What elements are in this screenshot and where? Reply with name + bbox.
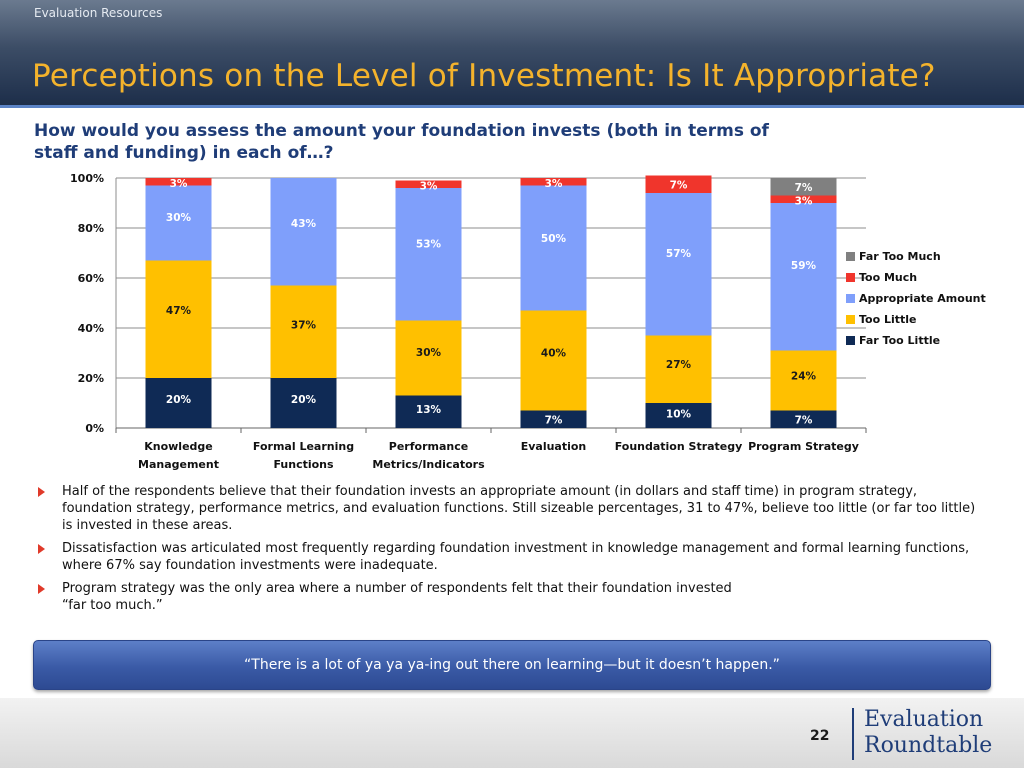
data-label: 3%	[170, 178, 188, 190]
x-tick-label: Formal Learning	[253, 440, 354, 453]
data-label: 10%	[666, 409, 692, 421]
data-label: 24%	[791, 371, 817, 383]
bar-segment	[270, 378, 337, 428]
data-label: 3%	[795, 196, 813, 208]
bullet-text: Dissatisfaction was articulated most fre…	[62, 541, 970, 573]
data-label: 59%	[791, 260, 817, 272]
y-tick-label: 40%	[78, 322, 104, 335]
bar-segment	[395, 320, 462, 396]
data-label: 40%	[541, 348, 567, 360]
x-tick-label: Evaluation	[521, 440, 587, 453]
bullet-text: Program strategy was the only area where…	[62, 581, 732, 613]
legend-label: Too Little	[859, 313, 917, 326]
survey-question: How would you assess the amount your fou…	[34, 121, 769, 163]
header-bar: Evaluation Resources Perceptions on the …	[0, 0, 1024, 108]
bar-segment	[145, 185, 212, 261]
x-tick-label: Knowledge	[144, 440, 213, 453]
y-tick-label: 80%	[78, 222, 104, 235]
bar-segment	[770, 350, 837, 411]
footer: 22 Evaluation Roundtable	[0, 698, 1024, 768]
bullet-list: Half of the respondents believe that the…	[38, 483, 978, 620]
data-label: 7%	[670, 179, 688, 191]
data-label: 30%	[166, 212, 192, 224]
data-label: 20%	[166, 394, 192, 406]
x-tick-label: Functions	[273, 458, 334, 471]
legend-swatch	[846, 273, 855, 282]
legend-label: Appropriate Amount	[859, 292, 986, 305]
data-label: 37%	[291, 319, 317, 331]
data-label: 57%	[666, 248, 692, 260]
logo-divider	[852, 708, 854, 760]
page-number: 22	[810, 728, 830, 744]
data-label: 7%	[545, 414, 563, 426]
bar-segment	[395, 180, 462, 188]
bar-segment	[270, 285, 337, 378]
legend-label: Far Too Much	[859, 250, 941, 263]
bullet-arrow-icon	[38, 487, 45, 497]
logo-text-line1: Evaluation	[864, 707, 984, 732]
legend-swatch	[846, 336, 855, 345]
bullet-item: Program strategy was the only area where…	[38, 580, 978, 614]
data-label: 7%	[795, 414, 813, 426]
data-label: 53%	[416, 239, 442, 251]
bar-segment	[145, 378, 212, 428]
data-label: 27%	[666, 359, 692, 371]
bar-segment	[770, 195, 837, 203]
data-label: 3%	[420, 181, 438, 193]
bullet-text: Half of the respondents believe that the…	[62, 484, 976, 533]
y-tick-label: 0%	[85, 422, 104, 435]
y-tick-label: 20%	[78, 372, 104, 385]
section-label: Evaluation Resources	[34, 6, 163, 20]
stacked-bar-chart: 0% 20% 40% 60% 80% 100% 20% 47% 30% 3% Knowledge Ma…	[70, 172, 986, 471]
legend-label: Too Much	[859, 271, 917, 284]
x-tick-label: Program Strategy	[748, 440, 859, 453]
y-tick-label: 60%	[78, 272, 104, 285]
bar-segment	[395, 395, 462, 428]
bar-segment	[645, 403, 712, 428]
bar-segment	[770, 203, 837, 351]
x-tick-label: Performance	[389, 440, 468, 453]
bar-segment	[270, 178, 337, 286]
bar-segment	[145, 178, 212, 186]
data-label: 13%	[416, 404, 442, 416]
bar-segment	[520, 410, 587, 428]
bullet-item: Dissatisfaction was articulated most fre…	[38, 540, 978, 574]
data-label: 3%	[545, 178, 563, 190]
legend-swatch	[846, 315, 855, 324]
bullet-arrow-icon	[38, 544, 45, 554]
y-tick-label: 100%	[70, 172, 104, 185]
bar-segment	[520, 178, 587, 186]
legend-label: Far Too Little	[859, 334, 940, 347]
bar-segment	[645, 175, 712, 193]
bullet-item: Half of the respondents believe that the…	[38, 483, 978, 534]
bar-segment	[645, 335, 712, 403]
quote-banner: “There is a lot of ya ya ya-ing out ther…	[33, 640, 991, 690]
data-label: 20%	[291, 394, 317, 406]
data-label: 7%	[795, 182, 813, 194]
logo-text-line2: Roundtable	[864, 733, 993, 758]
x-tick-label: Foundation Strategy	[615, 440, 743, 453]
x-tick-label: Metrics/Indicators	[372, 458, 485, 471]
data-label: 43%	[291, 218, 317, 230]
quote-text: “There is a lot of ya ya ya-ing out ther…	[244, 657, 780, 673]
data-label: 50%	[541, 233, 567, 245]
slide-title: Perceptions on the Level of Investment: …	[32, 58, 936, 94]
bar-segment	[520, 185, 587, 311]
bar-segment	[145, 260, 212, 378]
bullet-arrow-icon	[38, 584, 45, 594]
bar-segment	[770, 410, 837, 428]
bar-segment	[520, 310, 587, 411]
legend-swatch	[846, 294, 855, 303]
data-label: 30%	[416, 347, 442, 359]
x-tick-label: Management	[138, 458, 219, 471]
bar-segment	[770, 178, 837, 196]
data-label: 47%	[166, 305, 192, 317]
bar-segment	[645, 193, 712, 336]
bar-segment	[395, 188, 462, 321]
legend-swatch	[846, 252, 855, 261]
